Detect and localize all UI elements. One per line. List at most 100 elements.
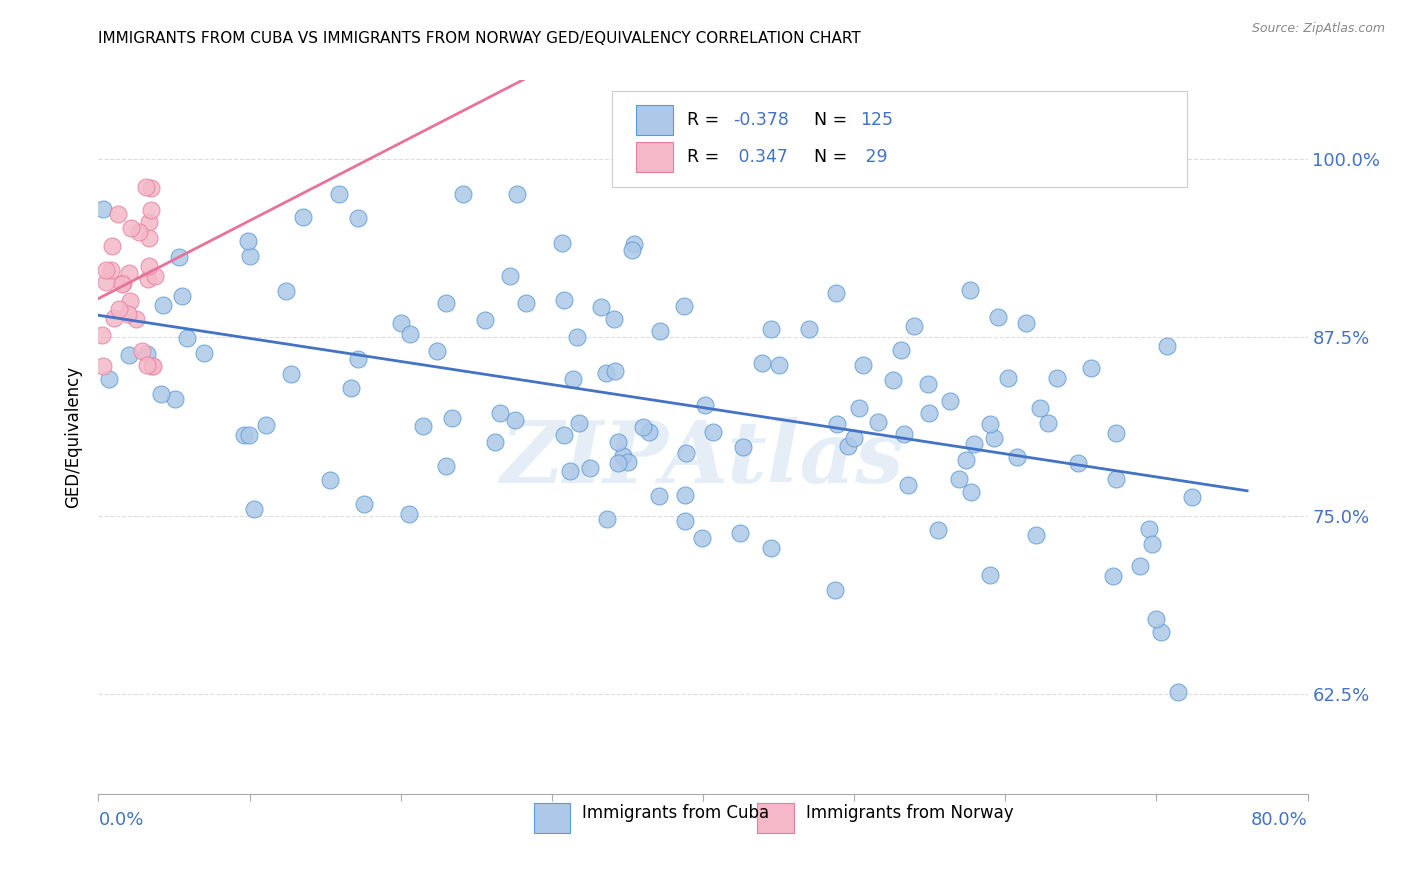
Point (606, 456, 628, 470)
Point (1140, 537, 1163, 551)
Point (141, 359, 163, 373)
Text: 29: 29 (860, 148, 887, 166)
Point (434, 458, 457, 473)
Point (328, 187, 350, 202)
Point (560, 464, 582, 478)
Text: Source: ZipAtlas.com: Source: ZipAtlas.com (1251, 22, 1385, 36)
Point (398, 508, 420, 522)
Text: Immigrants from Norway: Immigrants from Norway (806, 805, 1014, 822)
Point (353, 497, 375, 511)
Point (702, 425, 724, 439)
Point (852, 358, 875, 372)
FancyBboxPatch shape (613, 91, 1187, 187)
Point (1156, 338, 1178, 352)
Point (120, 221, 142, 235)
Text: N =: N = (814, 148, 853, 166)
Point (690, 532, 713, 546)
Point (979, 567, 1001, 582)
Point (621, 244, 644, 258)
Point (152, 298, 174, 312)
Point (141, 203, 163, 218)
Point (1144, 612, 1167, 626)
Point (94, 263, 117, 277)
Point (673, 488, 696, 502)
Point (138, 271, 160, 285)
Point (239, 249, 262, 263)
Point (347, 211, 370, 226)
Point (112, 276, 135, 290)
Point (637, 425, 659, 439)
Point (118, 348, 141, 362)
Point (866, 415, 889, 429)
Point (983, 431, 1005, 445)
Point (623, 237, 645, 252)
Point (565, 330, 588, 344)
Point (617, 455, 640, 469)
Point (979, 417, 1001, 432)
Point (515, 296, 537, 310)
Point (1101, 569, 1123, 583)
Point (1105, 472, 1128, 486)
Point (987, 310, 1010, 325)
Point (897, 478, 920, 492)
Point (254, 418, 277, 433)
Point (91, 328, 114, 343)
Point (440, 410, 463, 425)
Point (107, 301, 129, 316)
Point (135, 346, 157, 360)
Point (607, 434, 630, 449)
Point (425, 344, 447, 359)
Point (1007, 450, 1029, 464)
Point (959, 283, 981, 297)
Point (824, 582, 846, 597)
Point (91, 202, 114, 216)
Point (1181, 490, 1204, 504)
Point (551, 236, 574, 251)
Point (238, 428, 260, 442)
Point (695, 398, 717, 412)
Point (893, 427, 915, 442)
Point (125, 312, 148, 326)
Point (243, 502, 266, 516)
Point (107, 207, 129, 221)
Point (768, 358, 790, 372)
Point (567, 417, 589, 431)
Point (553, 428, 575, 442)
Point (673, 299, 696, 313)
Point (117, 307, 139, 321)
Point (319, 473, 342, 487)
Point (612, 450, 634, 464)
Point (291, 210, 314, 224)
Point (825, 286, 848, 301)
Point (939, 393, 962, 408)
Point (1036, 416, 1059, 430)
Point (98, 372, 121, 386)
Point (918, 406, 941, 420)
Point (837, 439, 859, 453)
FancyBboxPatch shape (534, 803, 569, 833)
Point (673, 514, 696, 528)
Point (1129, 558, 1152, 573)
Text: 0.0%: 0.0% (98, 811, 143, 829)
Point (963, 437, 986, 451)
Point (128, 226, 150, 240)
Point (94, 275, 117, 289)
Point (131, 344, 153, 359)
Point (1137, 523, 1160, 537)
Point (553, 293, 575, 307)
Text: ZIPAtlas: ZIPAtlas (501, 417, 905, 500)
Point (960, 485, 983, 500)
Point (143, 269, 166, 284)
Point (193, 346, 215, 360)
Point (761, 322, 783, 336)
Point (848, 401, 870, 415)
Point (149, 387, 172, 401)
Point (648, 489, 671, 503)
Point (236, 235, 259, 249)
Point (1029, 401, 1052, 415)
Point (138, 231, 160, 245)
Point (347, 352, 370, 367)
Point (797, 322, 820, 336)
Text: Immigrants from Cuba: Immigrants from Cuba (582, 805, 769, 822)
Point (138, 259, 160, 273)
